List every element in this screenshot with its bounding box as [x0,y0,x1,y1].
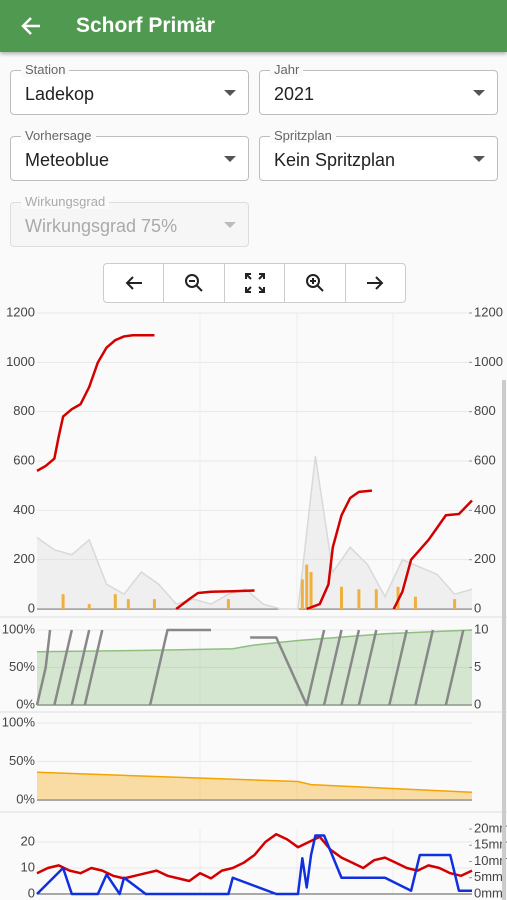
field-label: Jahr [270,62,304,77]
y-tick-label: 0% [16,696,35,711]
y2-tick-label: 0mm [474,885,503,900]
field-value: 2021 [274,84,315,104]
y2-tick-label: 1000 [474,354,503,369]
zoom-out[interactable] [164,264,225,302]
y-tick-label: 100% [2,621,36,636]
y2-tick-label: 400 [474,502,496,517]
area-fill [37,456,472,609]
fit[interactable] [225,264,286,302]
area-line [36,629,473,653]
y-tick-label: 1200 [6,304,35,319]
y2-tick-label: 10 [474,621,488,636]
y-tick-label: 10 [21,859,35,874]
chart-toolbar [103,263,406,303]
dropdown-arrow [473,90,485,96]
y-tick-label: 20 [21,833,35,848]
bar [87,604,91,609]
field-value: Ladekop [25,84,95,104]
y-tick-label: 800 [13,403,35,418]
field-value: Wirkungsgrad 75% [25,216,178,236]
zoom-in[interactable] [285,264,346,302]
line [36,834,472,896]
pan-left[interactable] [104,264,165,302]
line [36,333,473,611]
bar [226,599,230,609]
app-bar: Schorf Primär [0,0,507,52]
dropdown-arrow [224,90,236,96]
y2-tick-label: 20mm [474,820,507,835]
bar [126,599,130,609]
dropdown-arrow [224,156,236,162]
dropdown-arrow [224,222,236,228]
bar [309,572,313,609]
y-tick-label: 50% [9,659,35,674]
dropdown[interactable]: Station Ladekop [10,62,249,115]
area-line [36,771,473,794]
back-button[interactable] [20,15,42,37]
field-value: Meteoblue [25,150,110,170]
area-fill [37,772,472,800]
y2-tick-label: 200 [474,551,496,566]
bar [374,589,378,609]
bar [340,586,343,609]
bar [300,579,304,609]
dropdown[interactable]: Vorhersage Meteoblue [10,128,249,181]
bar [113,594,117,609]
y-tick-label: 600 [13,452,35,467]
bar [305,564,309,609]
scrollbar [502,380,506,900]
y-tick-label: 400 [13,502,35,517]
y2-tick-label: 800 [474,403,496,418]
y-tick-label: 0 [28,885,35,900]
dropdown: Wirkungsgrad Wirkungsgrad 75% [10,194,249,247]
area-fill [37,630,472,705]
y2-tick-label: 10mm [474,853,507,868]
pan-right[interactable] [346,264,405,302]
field-label: Station [21,62,70,77]
y-tick-label: 1000 [6,354,35,369]
y-tick-label: 200 [13,551,35,566]
bar [61,594,65,609]
y2-tick-label: 600 [474,452,496,467]
bar [413,596,417,609]
y-tick-label: 0 [28,600,35,615]
area-line [36,455,473,610]
y-tick-label: 0% [16,791,35,806]
y2-tick-label: 5mm [474,869,503,884]
bar [357,589,361,609]
app-title: Schorf Primär [76,14,215,37]
bar [152,599,156,609]
field-label: Wirkungsgrad [21,194,110,209]
bar [453,599,457,609]
y2-tick-label: 15mm [474,837,507,852]
y-tick-label: 50% [9,753,35,768]
field-label: Spritzplan [270,128,336,143]
field-label: Vorhersage [21,128,96,143]
y2-tick-label: 0 [474,696,481,711]
y2-tick-label: 5 [474,659,481,674]
dropdown[interactable]: Jahr 2021 [259,62,498,115]
line [35,628,465,707]
y-tick-label: 100% [2,714,36,729]
dropdown-arrow [473,156,485,162]
line [36,832,473,883]
field-value: Kein Spritzplan [274,150,396,170]
y2-tick-label: 0 [474,600,481,615]
y2-tick-label: 1200 [474,304,503,319]
dropdown[interactable]: Spritzplan Kein Spritzplan [259,128,498,181]
